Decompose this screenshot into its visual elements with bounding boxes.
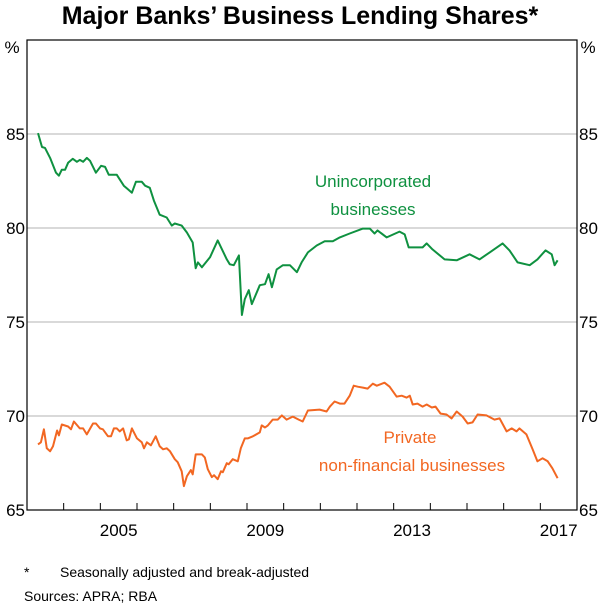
y-tick-label-right-80: 80 — [579, 219, 598, 238]
x-axis-labels: 2005 2009 2013 2017 — [100, 521, 578, 540]
chart-title: Major Banks’ Business Lending Shares* — [62, 2, 539, 30]
x-tick-label-2005: 2005 — [100, 521, 138, 540]
footnote: Seasonally adjusted and break-adjusted — [60, 564, 309, 580]
y-tick-label-left-65: 65 — [6, 501, 25, 520]
series-line-unincorporated — [37, 132, 559, 316]
y-axis-unit-left: % — [4, 38, 19, 57]
series-line-private-non-financial — [37, 381, 559, 488]
series-label-unincorporated-line1: Unincorporated — [315, 172, 431, 191]
y-tick-label-left-70: 70 — [6, 407, 25, 426]
y-tick-label-right-70: 70 — [579, 407, 598, 426]
x-tick-label-2013: 2013 — [393, 521, 431, 540]
gridlines — [27, 133, 577, 417]
plot-frame — [26, 39, 578, 511]
series-label-private-line1: Private — [384, 428, 437, 447]
x-tick-label-2017: 2017 — [540, 521, 578, 540]
y-tick-label-left-80: 80 — [6, 219, 25, 238]
y-axis-labels: 65 65 70 70 75 75 80 80 85 85 — [6, 125, 598, 520]
y-tick-label-right-65: 65 — [579, 501, 598, 520]
y-tick-label-right-75: 75 — [579, 313, 598, 332]
y-axis-unit-right: % — [580, 38, 595, 57]
y-tick-label-left-85: 85 — [6, 125, 25, 144]
y-tick-label-left-75: 75 — [6, 313, 25, 332]
series-label-private-line2: non-financial businesses — [319, 456, 505, 475]
x-axis-ticks — [63, 503, 541, 510]
series-label-unincorporated-line2: businesses — [330, 200, 415, 219]
series-lines — [37, 132, 559, 488]
sources: Sources: APRA; RBA — [24, 588, 158, 604]
footnote-marker: * — [24, 564, 30, 580]
x-tick-label-2009: 2009 — [246, 521, 284, 540]
y-tick-label-right-85: 85 — [579, 125, 598, 144]
